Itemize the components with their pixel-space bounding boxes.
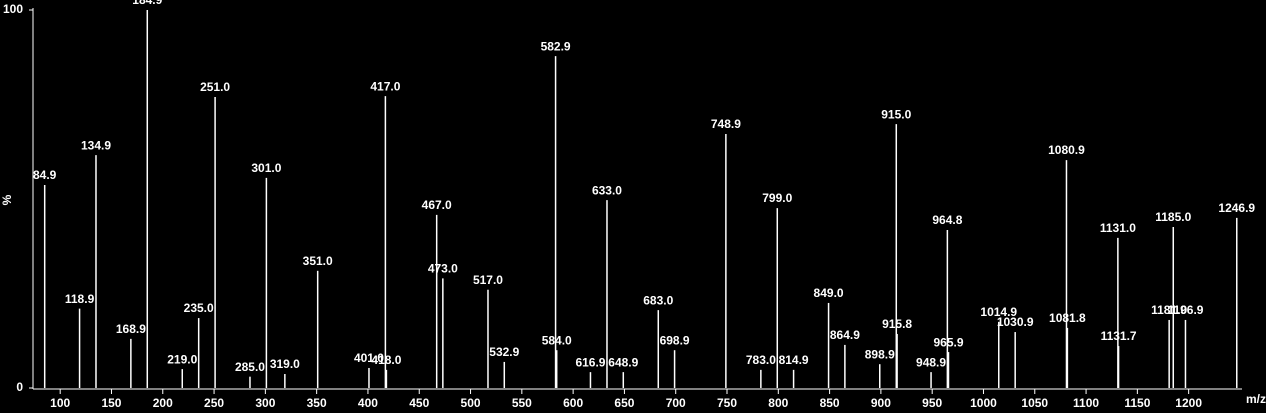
x-tick-label: 550 (512, 396, 532, 410)
peak-label: 134.9 (81, 138, 111, 152)
peak-label: 698.9 (660, 333, 690, 347)
peak-label: 84.9 (33, 168, 57, 182)
x-tick-label: 400 (358, 396, 378, 410)
x-tick-label: 900 (871, 396, 891, 410)
peak-label: 864.9 (830, 328, 860, 342)
peak-label: 898.9 (865, 347, 895, 361)
peak-label: 401.0 (354, 351, 384, 365)
x-tick-label: 750 (717, 396, 737, 410)
x-tick-label: 800 (768, 396, 788, 410)
peak-label: 517.0 (473, 273, 503, 287)
peak-label: 235.0 (184, 301, 214, 315)
peak-label: 168.9 (116, 322, 146, 336)
peak-label: 1181.0 (1151, 303, 1187, 317)
x-tick-label: 1150 (1124, 396, 1150, 410)
peak-label: 965.9 (933, 335, 963, 349)
x-tick-label: 700 (666, 396, 686, 410)
x-tick-label: 1100 (1073, 396, 1099, 410)
peak-label: 1080.9 (1048, 143, 1085, 157)
peak-label: 1081.8 (1049, 311, 1086, 325)
peak-label: 748.9 (711, 117, 741, 131)
peak-label: 948.9 (916, 355, 946, 369)
x-tick-label: 450 (409, 396, 429, 410)
peak-label: 849.0 (814, 286, 844, 300)
peak-label: 417.0 (370, 79, 400, 93)
peak-label: 1014.9 (980, 305, 1017, 319)
x-tick-label: 1000 (970, 396, 997, 410)
peak-label: 964.8 (932, 213, 962, 227)
peak-label: 467.0 (422, 198, 452, 212)
peak-label: 1185.0 (1155, 210, 1191, 224)
y-tick-label: 100 (3, 2, 23, 16)
peak-label: 319.0 (270, 357, 300, 371)
peak-label: 683.0 (643, 293, 673, 307)
peak-label: 814.9 (779, 353, 809, 367)
peak-label: 1246.9 (1218, 201, 1255, 215)
peak-label: 1131.7 (1101, 329, 1137, 343)
peak-label: 648.9 (608, 355, 638, 369)
peak-label: 219.0 (167, 352, 197, 366)
peak-label: 799.0 (762, 191, 792, 205)
peak-label: 582.9 (541, 39, 571, 53)
x-tick-label: 1200 (1175, 396, 1202, 410)
x-tick-label: 650 (614, 396, 634, 410)
x-tick-label: 300 (255, 396, 275, 410)
peak-label: 633.0 (592, 183, 622, 197)
peak-label: 532.9 (489, 345, 519, 359)
peak-label: 351.0 (303, 254, 333, 268)
peak-label: 616.9 (575, 355, 605, 369)
peak-label: 1196.9 (1167, 303, 1203, 317)
peak-label: 1131.0 (1100, 221, 1136, 235)
peak-label: 584.0 (542, 333, 572, 347)
x-tick-label: 100 (50, 396, 70, 410)
y-axis-label: % (0, 194, 14, 205)
peak-label: 783.0 (746, 353, 776, 367)
peak-label: 915.0 (881, 107, 911, 121)
peak-label: 418.0 (371, 353, 401, 367)
x-axis-label: m/z (1246, 392, 1266, 406)
peak-label: 301.0 (251, 161, 281, 175)
peak-label: 915.8 (882, 317, 912, 331)
x-tick-label: 500 (461, 396, 481, 410)
peak-label: 118.9 (65, 292, 95, 306)
x-tick-label: 200 (153, 396, 173, 410)
peak-label: 184.9 (132, 0, 162, 7)
peak-label: 285.0 (235, 360, 265, 374)
x-tick-label: 850 (820, 396, 840, 410)
x-tick-label: 250 (204, 396, 224, 410)
x-tick-label: 600 (563, 396, 583, 410)
peak-label: 251.0 (200, 80, 230, 94)
x-tick-label: 350 (307, 396, 327, 410)
peak-label: 473.0 (428, 262, 458, 276)
peak-label: 1030.9 (997, 315, 1034, 329)
x-tick-label: 950 (922, 396, 942, 410)
x-tick-label: 150 (101, 396, 121, 410)
x-tick-label: 1050 (1021, 396, 1048, 410)
y-tick-label: 0 (16, 380, 23, 394)
